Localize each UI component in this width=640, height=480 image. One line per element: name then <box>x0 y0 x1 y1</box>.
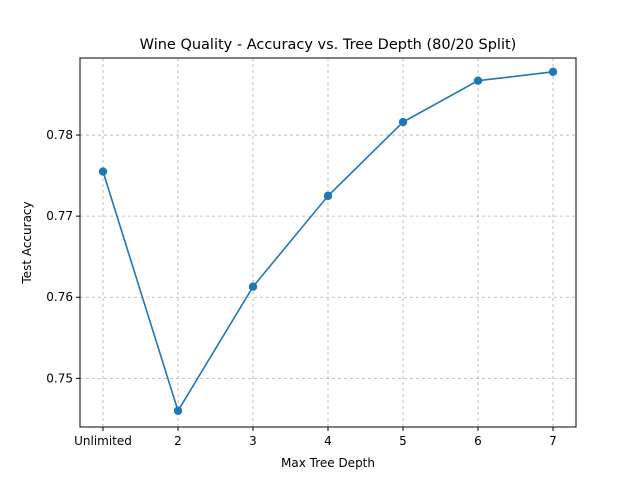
grid-lines <box>80 58 576 427</box>
data-point <box>98 167 108 176</box>
x-tick-label: 6 <box>474 434 482 448</box>
data-point <box>473 76 483 85</box>
y-tick-label: 0.77 <box>46 209 73 223</box>
data-point <box>398 117 408 127</box>
y-tick-label: 0.76 <box>46 290 73 304</box>
x-tick-label: 7 <box>549 434 557 448</box>
x-tick-label: 4 <box>324 434 332 448</box>
y-tick-label: 0.75 <box>46 371 73 385</box>
data-point <box>248 282 258 291</box>
y-tick-label: 0.78 <box>46 128 73 142</box>
x-tick-label: 2 <box>174 434 182 448</box>
x-tick-label: 3 <box>249 434 257 448</box>
chart-title: Wine Quality - Accuracy vs. Tree Depth (… <box>140 37 517 53</box>
data-point <box>548 67 558 76</box>
x-tick-label: 5 <box>399 434 407 448</box>
data-point <box>173 406 183 415</box>
series-layer <box>98 67 558 415</box>
x-tick-label: Unlimited <box>74 434 132 448</box>
y-axis: 0.75 0.76 0.77 0.78 <box>46 128 80 385</box>
x-axis-label: Max Tree Depth <box>281 456 375 470</box>
y-axis-label: Test Accuracy <box>20 201 34 284</box>
data-point <box>323 191 333 201</box>
x-axis: Unlimited 2 3 4 5 6 7 <box>74 427 557 448</box>
